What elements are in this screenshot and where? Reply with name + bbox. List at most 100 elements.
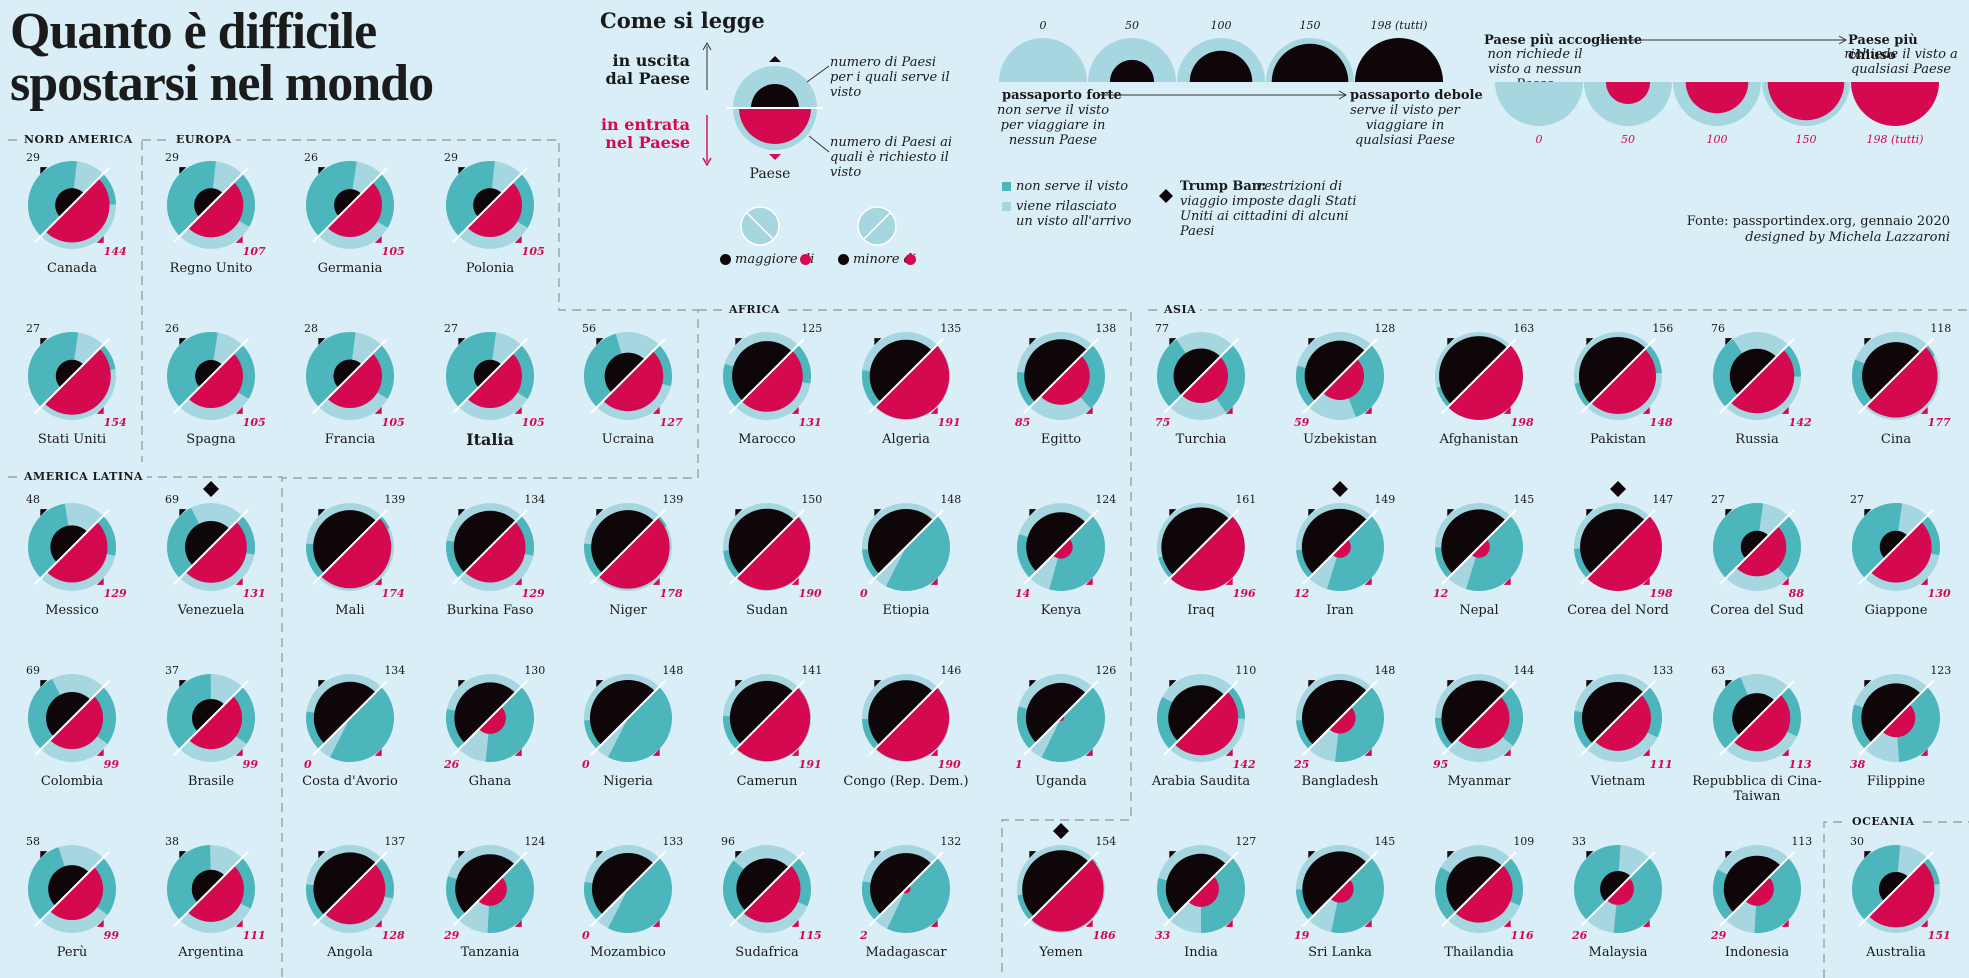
- visa-demanded-count: 178: [659, 587, 683, 600]
- region-label: ASIA: [1160, 303, 1201, 316]
- visa-demanded-count: 198: [1649, 587, 1673, 600]
- in-visa-half: [739, 108, 811, 144]
- country-name: Polonia: [465, 261, 515, 276]
- legend-in-desc: numero di Paesi ai quali è richiesto il …: [830, 135, 953, 180]
- visa-required-count: 145: [1513, 493, 1535, 506]
- visa-required-count: 38: [165, 835, 179, 848]
- country-name: Marocco: [738, 432, 796, 447]
- scale-tick: 0: [1535, 133, 1543, 146]
- strong-passport-label: passaporto forte: [1002, 88, 1122, 103]
- scale-tick: 198 (tutti): [1370, 19, 1428, 32]
- visa-demanded-count: 111: [242, 929, 266, 942]
- country-name: Iraq: [1187, 603, 1215, 618]
- country-name: Uganda: [1035, 774, 1087, 789]
- scale-semicircle-bg: [999, 38, 1087, 82]
- visa-required-count: 138: [1095, 322, 1117, 335]
- visa-required-count: 28: [304, 322, 318, 335]
- country-name: Cina: [1880, 432, 1912, 447]
- scale-tick: 50: [1125, 19, 1139, 32]
- country-name: Sri Lanka: [1308, 945, 1372, 960]
- country-name: Indonesia: [1724, 945, 1790, 960]
- trump-desc: restrizioni di viaggio imposte dagli Sta…: [1180, 179, 1357, 239]
- visa-demanded-count: 190: [937, 758, 961, 771]
- visa-required-count: 133: [1652, 664, 1674, 677]
- page-title: Quanto è difficile spostarsi nel mondo: [10, 3, 434, 112]
- visa-required-count: 125: [801, 322, 823, 335]
- visa-required-count: 27: [26, 322, 40, 335]
- closed-desc: richiede il visto a qualsiasi Paese: [1844, 47, 1958, 77]
- scale-semicircle-value: [1189, 50, 1253, 82]
- country-name: Turchia: [1175, 432, 1227, 447]
- visa-required-count: 134: [524, 493, 546, 506]
- country-name: Colombia: [40, 774, 104, 789]
- visa-demanded-count: 29: [1711, 929, 1727, 942]
- scale-tick: 150: [1299, 19, 1321, 32]
- country-name: Niger: [609, 603, 647, 618]
- visa-demanded-count: 142: [1788, 416, 1812, 429]
- leader-line: [806, 65, 830, 83]
- visa-required-count: 156: [1652, 322, 1674, 335]
- scale-semicircle-value: [1685, 82, 1749, 114]
- visa-required-count: 109: [1513, 835, 1535, 848]
- visa-required-count: 63: [1711, 664, 1725, 677]
- visa-demanded-count: 75: [1155, 416, 1171, 429]
- visa-required-count: 145: [1374, 835, 1396, 848]
- scale-semicircle-value: [1271, 43, 1349, 82]
- visa-required-count: 141: [801, 664, 823, 677]
- trump-ban-icon: [1159, 189, 1173, 203]
- country-name: Filippine: [1866, 774, 1926, 789]
- visa-required-count: 137: [384, 835, 406, 848]
- closed-label: Paese più chiuso: [1848, 33, 1918, 63]
- visa-demanded-count: 105: [521, 245, 545, 258]
- visa-demanded-count: 105: [381, 245, 405, 258]
- black-dot: [720, 254, 731, 265]
- country-name: Kenya: [1040, 603, 1082, 618]
- visa-demanded-count: 59: [1294, 416, 1310, 429]
- country-name: Algeria: [882, 432, 930, 447]
- country-name: Canada: [47, 261, 97, 276]
- visa-demanded-count: 14: [1015, 587, 1031, 600]
- visa-required-count: 113: [1791, 835, 1813, 848]
- country-name: Mozambico: [590, 945, 666, 960]
- country-name: Ghana: [468, 774, 512, 789]
- country-name: Iran: [1326, 603, 1354, 618]
- visa-demanded-count: 26: [1572, 929, 1588, 942]
- magenta-dot: [905, 254, 916, 265]
- country-name: Tanzania: [460, 945, 520, 960]
- strong-passport-desc: non serve il visto per viaggiare in ness…: [996, 103, 1110, 148]
- visa-demanded-count: 115: [798, 929, 822, 942]
- region-label: OCEANIA: [1848, 815, 1919, 828]
- visa-demanded-count: 0: [582, 758, 590, 771]
- visa-demanded-count: 128: [381, 929, 405, 942]
- country-name: Costa d'Avorio: [302, 774, 398, 789]
- region-label: EUROPA: [172, 133, 236, 146]
- scale-semicircle-value: [1109, 59, 1155, 82]
- country-name: Brasile: [187, 774, 235, 789]
- legend-minore: minore di: [853, 252, 917, 267]
- visa-demanded-count: 142: [1232, 758, 1256, 771]
- visa-required-count: 149: [1374, 493, 1396, 506]
- visa-demanded-count: 33: [1155, 929, 1171, 942]
- country-name: Uzbekistan: [1303, 432, 1377, 447]
- magenta-dot: [800, 254, 811, 265]
- legend-maggiore-glyph: [740, 206, 780, 246]
- visa-demanded-count: 148: [1649, 416, 1673, 429]
- visa-demanded-count: 177: [1927, 416, 1951, 429]
- country-name: Ucraina: [601, 432, 655, 447]
- visa-demanded-count: 131: [242, 587, 266, 600]
- visa-arrival-label: viene rilasciato un visto all'arrivo: [1016, 199, 1132, 229]
- visa-required-count: 154: [1095, 835, 1117, 848]
- visa-demanded-count: 127: [659, 416, 683, 429]
- visa-required-count: 56: [582, 322, 596, 335]
- country-name: Argentina: [178, 945, 244, 960]
- legend-out-label: in uscita dal Paese: [605, 51, 690, 88]
- country-name: Sudafrica: [735, 945, 799, 960]
- country-name: Congo (Rep. Dem.): [843, 774, 969, 789]
- country-name: Myanmar: [1447, 774, 1511, 789]
- visa-required-count: 29: [165, 151, 179, 164]
- visa-demanded-count: 1: [1015, 758, 1023, 771]
- country-name: Perù: [56, 945, 88, 960]
- country-name: Giappone: [1864, 603, 1928, 618]
- country-name: Australia: [1866, 945, 1926, 960]
- country-name: Afghanistan: [1439, 432, 1519, 447]
